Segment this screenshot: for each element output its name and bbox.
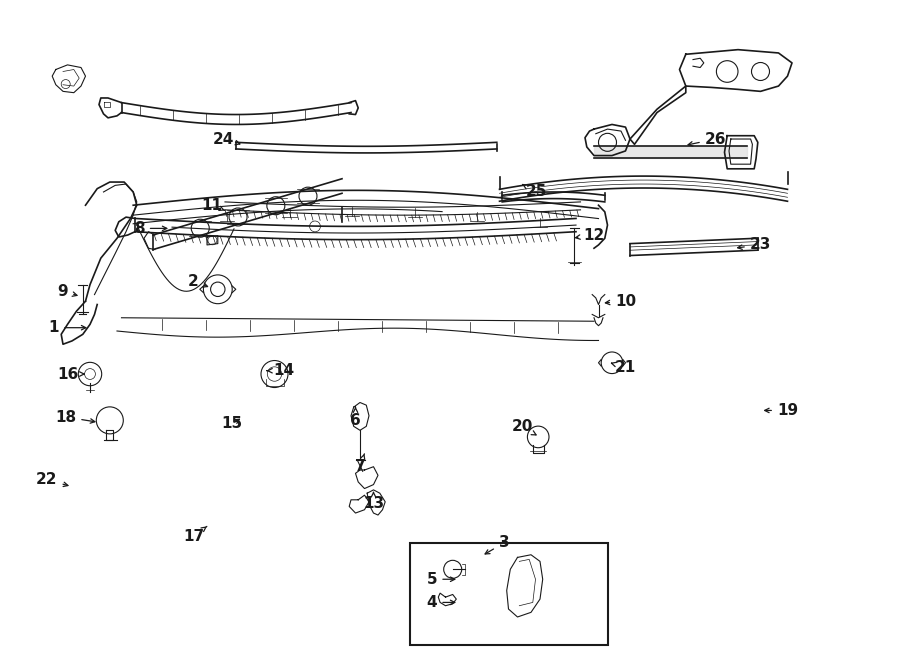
Text: 16: 16 — [57, 367, 85, 381]
Text: 26: 26 — [688, 132, 726, 146]
Text: 23: 23 — [738, 238, 771, 252]
Text: 12: 12 — [576, 228, 605, 242]
Text: 11: 11 — [201, 198, 225, 213]
Text: 19: 19 — [765, 403, 798, 418]
Text: 5: 5 — [427, 572, 454, 587]
Text: 2: 2 — [188, 274, 208, 289]
Text: 15: 15 — [221, 416, 243, 431]
Text: 8: 8 — [134, 221, 166, 236]
Text: 21: 21 — [611, 360, 636, 375]
Text: 4: 4 — [427, 595, 454, 610]
Bar — [410, 543, 608, 645]
Text: 24: 24 — [212, 132, 240, 146]
Text: 9: 9 — [58, 284, 77, 299]
Text: 18: 18 — [55, 410, 94, 424]
Text: 14: 14 — [267, 363, 294, 378]
Text: 17: 17 — [183, 526, 207, 544]
Text: 22: 22 — [36, 473, 68, 487]
Text: 20: 20 — [511, 420, 536, 435]
Text: 13: 13 — [363, 493, 384, 510]
Text: 1: 1 — [49, 320, 86, 335]
Text: 10: 10 — [606, 294, 636, 308]
Text: 3: 3 — [485, 536, 509, 554]
Text: 6: 6 — [350, 407, 361, 428]
Text: 25: 25 — [523, 185, 547, 199]
Text: 7: 7 — [355, 453, 365, 474]
